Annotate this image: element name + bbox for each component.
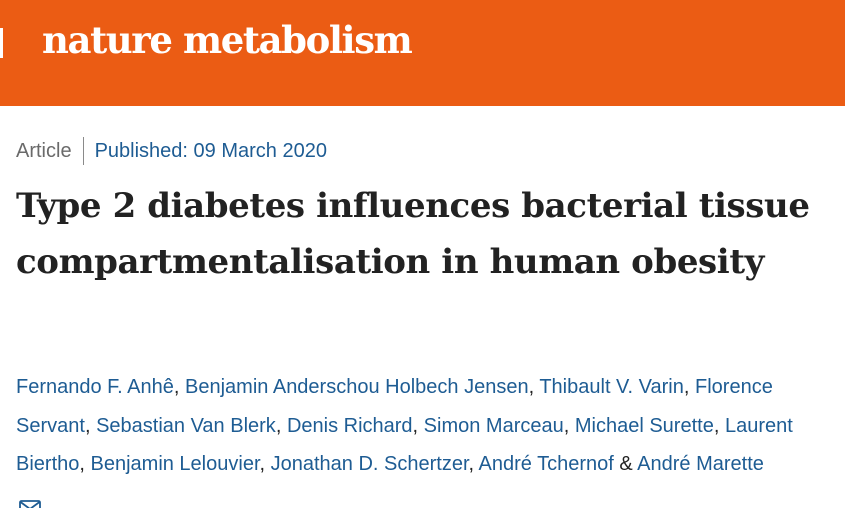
author-link[interactable]: Florence Servant: [16, 376, 773, 437]
article-meta: Article Published: 09 March 2020: [16, 136, 327, 166]
author-separator: ,: [173, 376, 186, 398]
author-separator: ,: [412, 414, 424, 437]
author-separator: ,: [683, 376, 695, 398]
author-link[interactable]: André Tchernof: [478, 453, 614, 475]
article-title: Type 2 diabetes influences bacterial tis…: [16, 186, 810, 282]
author-link[interactable]: Sebastian Van Blerk: [96, 414, 276, 437]
author-link[interactable]: Laurent Biertho: [16, 414, 793, 476]
envelope-icon[interactable]: [18, 492, 42, 508]
author-separator: ,: [84, 414, 97, 437]
corresponding-author-link[interactable]: André Marette: [637, 453, 764, 475]
author-link[interactable]: Michael Surette: [574, 414, 714, 437]
author-separator: ,: [275, 414, 287, 437]
author-ampersand: &: [613, 453, 638, 475]
author-separator: ,: [468, 453, 479, 475]
author-link[interactable]: Simon Marceau: [423, 414, 564, 437]
author-list: Fernando F. Anhê, Benjamin Anderschou Ho…: [16, 368, 842, 508]
author-separator: ,: [563, 414, 575, 437]
author-link[interactable]: Denis Richard: [286, 414, 413, 437]
author-separator: ,: [713, 414, 725, 437]
author-link[interactable]: Benjamin Anderschou Holbech Jensen: [185, 376, 529, 398]
author-link[interactable]: Benjamin Lelouvier: [90, 453, 260, 475]
author-separator: ,: [259, 453, 271, 475]
author-separator: ,: [79, 453, 91, 475]
article-type: Article: [16, 139, 72, 162]
header-edge-mark: [0, 28, 3, 58]
author-link[interactable]: Thibault V. Varin: [539, 376, 684, 398]
author-link[interactable]: Jonathan D. Schertzer: [270, 453, 469, 475]
meta-divider: [82, 137, 84, 165]
journal-header: nature metabolism: [0, 0, 845, 106]
published-date[interactable]: Published: 09 March 2020: [94, 139, 327, 162]
author-link[interactable]: Fernando F. Anhê: [16, 376, 174, 398]
journal-logo[interactable]: nature metabolism: [42, 18, 413, 62]
author-separator: ,: [528, 376, 540, 398]
